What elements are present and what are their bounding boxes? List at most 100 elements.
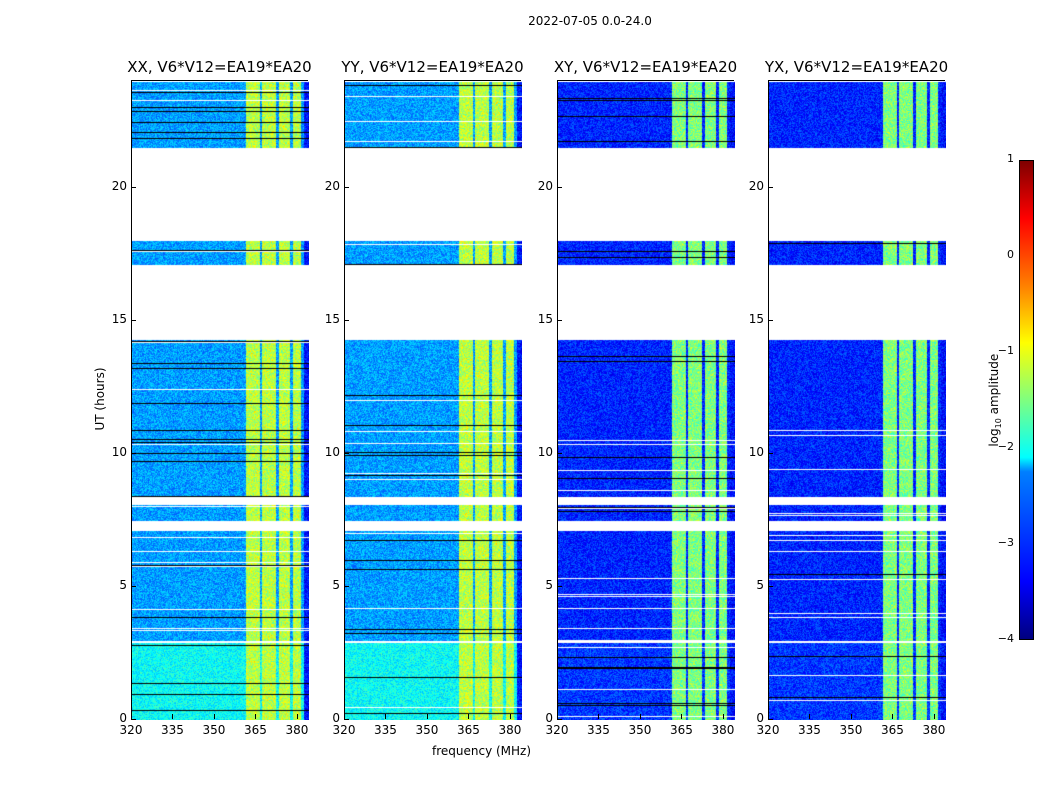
x-tick-label: 350 — [628, 723, 652, 737]
y-tick-label: 15 — [748, 311, 764, 326]
colorbar-tick-label: −2 — [997, 440, 1014, 453]
panel-title: XY, V6*V12=EA19*EA20 — [553, 58, 738, 76]
colorbar-tick-label: 0 — [1007, 248, 1014, 261]
y-tick-label: 20 — [111, 178, 127, 193]
x-tick-label: 335 — [587, 723, 610, 737]
x-tick-label: 365 — [244, 723, 267, 737]
x-tick-mark — [598, 714, 600, 719]
x-tick-mark — [892, 714, 894, 719]
y-tick-label: 10 — [111, 444, 127, 459]
x-tick-label: 380 — [285, 723, 309, 737]
colorbar-tick-label: −4 — [997, 632, 1014, 645]
panel-title: YY, V6*V12=EA19*EA20 — [341, 58, 524, 76]
x-tick-mark — [172, 714, 174, 719]
x-tick-mark — [722, 714, 724, 719]
x-tick-label: 380 — [711, 723, 735, 737]
x-tick-label: 380 — [498, 723, 522, 737]
y-tick-mark — [768, 452, 773, 454]
y-tick-label: 15 — [111, 311, 127, 326]
y-tick-mark — [768, 186, 773, 188]
y-tick-mark — [768, 719, 773, 720]
spectrogram-heatmap — [769, 81, 946, 720]
y-tick-mark — [344, 452, 349, 454]
y-tick-label: 0 — [119, 711, 127, 725]
y-tick-label: 20 — [537, 178, 553, 193]
spectrogram-panel-3 — [768, 80, 946, 720]
y-tick-label: 5 — [119, 577, 127, 592]
x-tick-mark — [850, 714, 852, 719]
y-tick-mark — [344, 719, 349, 720]
spectrogram-heatmap — [132, 81, 309, 720]
colorbar-tick-label: −3 — [997, 536, 1014, 549]
y-tick-label: 0 — [332, 711, 340, 725]
y-tick-label: 0 — [756, 711, 764, 725]
y-tick-mark — [557, 585, 562, 587]
x-tick-mark — [933, 714, 935, 719]
y-tick-mark — [344, 585, 349, 587]
colorbar-label-main: log — [986, 428, 1001, 447]
y-tick-label: 20 — [748, 178, 764, 193]
y-tick-mark — [344, 319, 349, 321]
x-tick-label: 320 — [119, 723, 143, 737]
y-tick-mark — [557, 719, 562, 720]
x-tick-label: 320 — [756, 723, 780, 737]
x-tick-label: 365 — [881, 723, 904, 737]
spectrogram-panel-2 — [557, 80, 735, 720]
x-tick-label: 335 — [374, 723, 397, 737]
colorbar-label-sub: 10 — [994, 418, 1004, 429]
y-tick-mark — [768, 319, 773, 321]
y-tick-label: 10 — [324, 444, 340, 459]
y-tick-label: 5 — [332, 577, 340, 592]
spectrogram-heatmap — [345, 81, 522, 720]
panel-title: YX, V6*V12=EA19*EA20 — [764, 58, 949, 76]
y-tick-mark — [131, 719, 136, 720]
y-tick-label: 5 — [545, 577, 553, 592]
x-tick-mark — [681, 714, 683, 719]
x-tick-mark — [768, 714, 769, 719]
y-tick-mark — [768, 585, 773, 587]
x-tick-mark — [131, 714, 132, 719]
x-tick-label: 350 — [202, 723, 226, 737]
x-tick-label: 350 — [415, 723, 439, 737]
y-tick-mark — [131, 585, 136, 587]
y-tick-mark — [557, 319, 562, 321]
x-tick-mark — [385, 714, 387, 719]
y-axis-label: UT (hours) — [93, 367, 107, 431]
x-tick-mark — [255, 714, 257, 719]
y-tick-mark — [557, 186, 562, 188]
y-tick-mark — [557, 452, 562, 454]
y-tick-label: 10 — [537, 444, 553, 459]
x-tick-label: 335 — [161, 723, 184, 737]
x-tick-mark — [344, 714, 345, 719]
y-tick-label: 10 — [748, 444, 764, 459]
x-tick-mark — [468, 714, 470, 719]
colorbar-label: log10 amplitude — [987, 345, 1003, 455]
y-tick-label: 15 — [537, 311, 553, 326]
y-tick-mark — [131, 319, 136, 321]
y-tick-label: 5 — [756, 577, 764, 592]
panel-title: XX, V6*V12=EA19*EA20 — [127, 58, 312, 76]
spectrogram-heatmap — [558, 81, 735, 720]
x-tick-mark — [809, 714, 811, 719]
spectrogram-panel-0 — [131, 80, 309, 720]
x-tick-label: 350 — [839, 723, 863, 737]
x-tick-mark — [213, 714, 215, 719]
x-tick-mark — [509, 714, 511, 719]
y-tick-label: 20 — [324, 178, 340, 193]
colorbar-label-rest: amplitude — [986, 353, 1001, 419]
x-axis-label: frequency (MHz) — [432, 744, 532, 758]
y-tick-mark — [131, 186, 136, 188]
x-tick-mark — [426, 714, 428, 719]
x-tick-label: 320 — [332, 723, 356, 737]
colorbar-tick-label: −1 — [997, 344, 1014, 357]
y-tick-mark — [344, 186, 349, 188]
x-tick-mark — [557, 714, 558, 719]
x-tick-label: 365 — [670, 723, 693, 737]
x-tick-mark — [639, 714, 641, 719]
y-tick-mark — [131, 452, 136, 454]
figure-title: 2022-07-05 0.0-24.0 — [528, 14, 652, 28]
colorbar-tick-label: 1 — [1007, 152, 1014, 165]
x-tick-label: 320 — [545, 723, 569, 737]
x-tick-label: 335 — [798, 723, 821, 737]
